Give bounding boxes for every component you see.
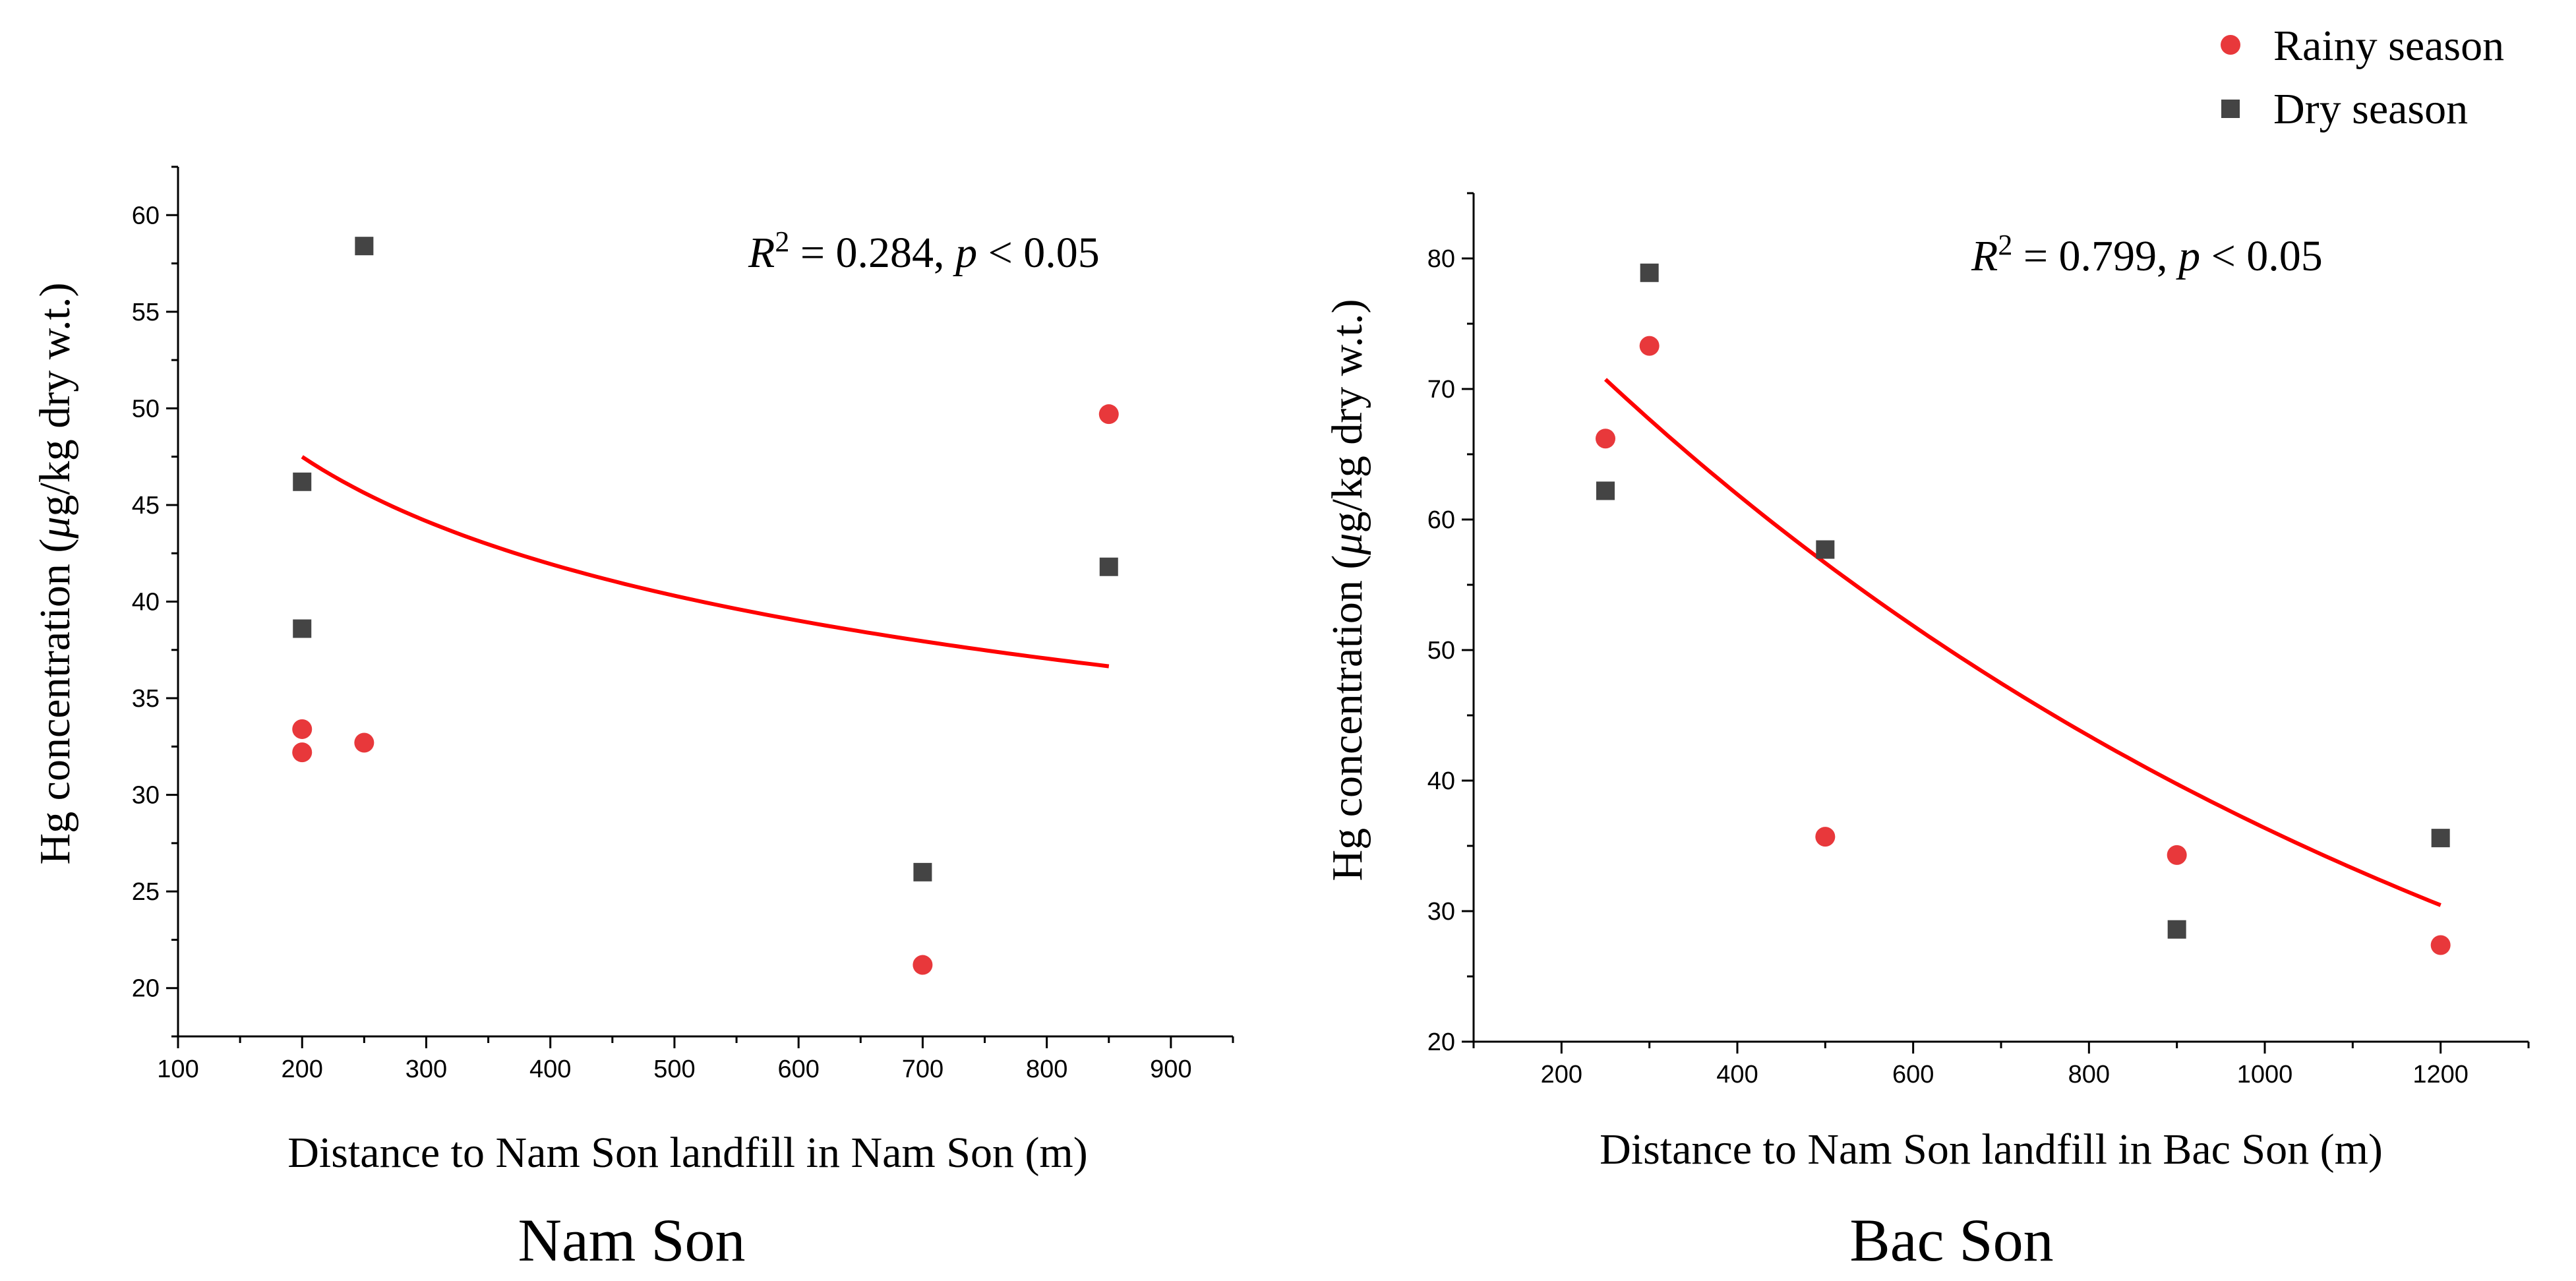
r2-symbol: R	[748, 229, 775, 277]
x-tick-label: 400	[529, 1056, 571, 1083]
y-tick-label: 40	[1427, 767, 1455, 795]
x-tick-label: 800	[2068, 1061, 2110, 1088]
p-value: < 0.05	[2200, 232, 2323, 280]
regression-annotation: R2 = 0.284, p < 0.05	[748, 225, 1100, 278]
rainy-season-point	[1815, 827, 1836, 847]
y-axis-label: Hg concentration (μg/kg dry w.t.)	[1323, 299, 1371, 881]
y-tick-label: 45	[132, 492, 160, 520]
y-axis-label: Hg concentration (μg/kg dry w.t.)	[31, 283, 79, 865]
r2-value: = 0.284,	[789, 229, 955, 277]
rainy-season-point	[2430, 935, 2451, 955]
r2-exponent: 2	[775, 225, 789, 258]
x-tick-label: 400	[1716, 1061, 1758, 1088]
dry-season-point	[293, 472, 312, 491]
y-tick-label: 20	[132, 975, 160, 1003]
x-tick-label: 200	[282, 1056, 323, 1083]
y-tick-label: 60	[132, 202, 160, 229]
x-ticks: 200 400 600 800 1000 1200	[1472, 1042, 2530, 1088]
y-tick-label: 55	[132, 299, 160, 326]
dry-season-point	[2167, 920, 2186, 939]
rainy-season-point	[913, 955, 933, 975]
y-axis-label-mu: μ	[1323, 533, 1371, 556]
x-ticks: 100 200 300 400 500 600 700 800 900	[157, 1036, 1234, 1083]
dry-season-point	[2431, 829, 2450, 848]
panel-caption: Bac Son	[1849, 1207, 2053, 1274]
fit-line	[301, 455, 1110, 669]
y-tick-label: 70	[1427, 376, 1455, 403]
y-axis-label-suffix: g/kg dry w.t.)	[1323, 299, 1371, 533]
y-ticks: 20 30 40 50 60 70 80	[1427, 192, 1474, 1056]
y-ticks: 20 25 30 35 40 45 50 55 60	[132, 165, 178, 1038]
y-tick-label: 35	[132, 685, 160, 713]
r2-symbol: R	[1971, 232, 1998, 280]
p-symbol: p	[953, 229, 977, 277]
x-tick-label: 700	[902, 1056, 944, 1083]
y-tick-label: 30	[132, 782, 160, 810]
dry-season-point	[913, 862, 932, 881]
p-symbol: p	[2176, 232, 2200, 280]
x-tick-label: 300	[405, 1056, 447, 1083]
y-tick-label: 60	[1427, 506, 1455, 534]
x-tick-label: 900	[1150, 1056, 1191, 1083]
y-axis-label-suffix: g/kg dry w.t.)	[31, 283, 79, 517]
y-tick-label: 50	[132, 395, 160, 423]
legend-dry-marker	[2221, 100, 2240, 118]
data-points	[292, 237, 1119, 975]
dry-season-point	[1596, 481, 1615, 500]
r2-exponent: 2	[1998, 229, 2012, 261]
rainy-season-point	[1639, 336, 1660, 356]
p-value: < 0.05	[977, 229, 1100, 277]
y-tick-label: 20	[1427, 1028, 1455, 1056]
fit-line	[1603, 378, 2441, 907]
chart-nam-son: 20 25 30 35 40 45 50 55 60 100 200 300 400 500 600 700…	[31, 165, 1234, 1274]
legend-rainy-label: Rainy season	[2273, 22, 2504, 70]
y-axis-label-prefix: Hg concentration (	[1323, 555, 1371, 881]
x-axis-label: Distance to Nam Son landfill in Bac Son …	[1600, 1125, 2383, 1174]
y-axis-label-prefix: Hg concentration (	[31, 539, 79, 865]
y-axis-label-mu: μ	[31, 517, 79, 539]
fit-curve	[301, 455, 1110, 669]
x-tick-label: 200	[1541, 1061, 1582, 1088]
y-tick-label: 80	[1427, 245, 1455, 273]
rainy-season-point	[292, 742, 313, 763]
fit-curve	[1603, 378, 2441, 907]
y-tick-label: 30	[1427, 898, 1455, 926]
x-tick-label: 1000	[2237, 1061, 2293, 1088]
panel-caption: Nam Son	[518, 1207, 746, 1274]
x-tick-label: 600	[777, 1056, 819, 1083]
rainy-season-point	[1098, 404, 1119, 425]
data-points	[1596, 263, 2451, 955]
rainy-season-point	[292, 719, 313, 739]
x-axis-label: Distance to Nam Son landfill in Nam Son …	[287, 1129, 1088, 1177]
x-tick-label: 500	[653, 1056, 695, 1083]
dry-season-point	[355, 237, 374, 256]
rainy-season-point	[1596, 429, 1615, 449]
y-tick-label: 50	[1427, 637, 1455, 665]
dry-season-point	[1099, 557, 1118, 576]
legend: Rainy season Dry season	[2221, 22, 2504, 133]
rainy-season-point	[2167, 845, 2187, 865]
r2-value: = 0.799,	[2012, 232, 2178, 280]
x-tick-label: 100	[157, 1056, 198, 1083]
x-tick-label: 800	[1026, 1056, 1067, 1083]
dry-season-point	[1640, 263, 1659, 282]
dry-season-point	[293, 619, 312, 638]
chart-bac-son: 20 30 40 50 60 70 80 200 400 600 800 1000 1200 R2 =…	[1323, 192, 2530, 1274]
y-tick-label: 25	[132, 878, 160, 906]
regression-annotation: R2 = 0.799, p < 0.05	[1971, 229, 2323, 281]
legend-dry-label: Dry season	[2273, 85, 2468, 133]
y-tick-label: 40	[132, 589, 160, 616]
x-tick-label: 600	[1892, 1061, 1934, 1088]
rainy-season-point	[354, 732, 374, 753]
legend-rainy-marker	[2221, 35, 2240, 55]
dry-season-point	[1816, 540, 1835, 559]
x-tick-label: 1200	[2412, 1061, 2469, 1088]
